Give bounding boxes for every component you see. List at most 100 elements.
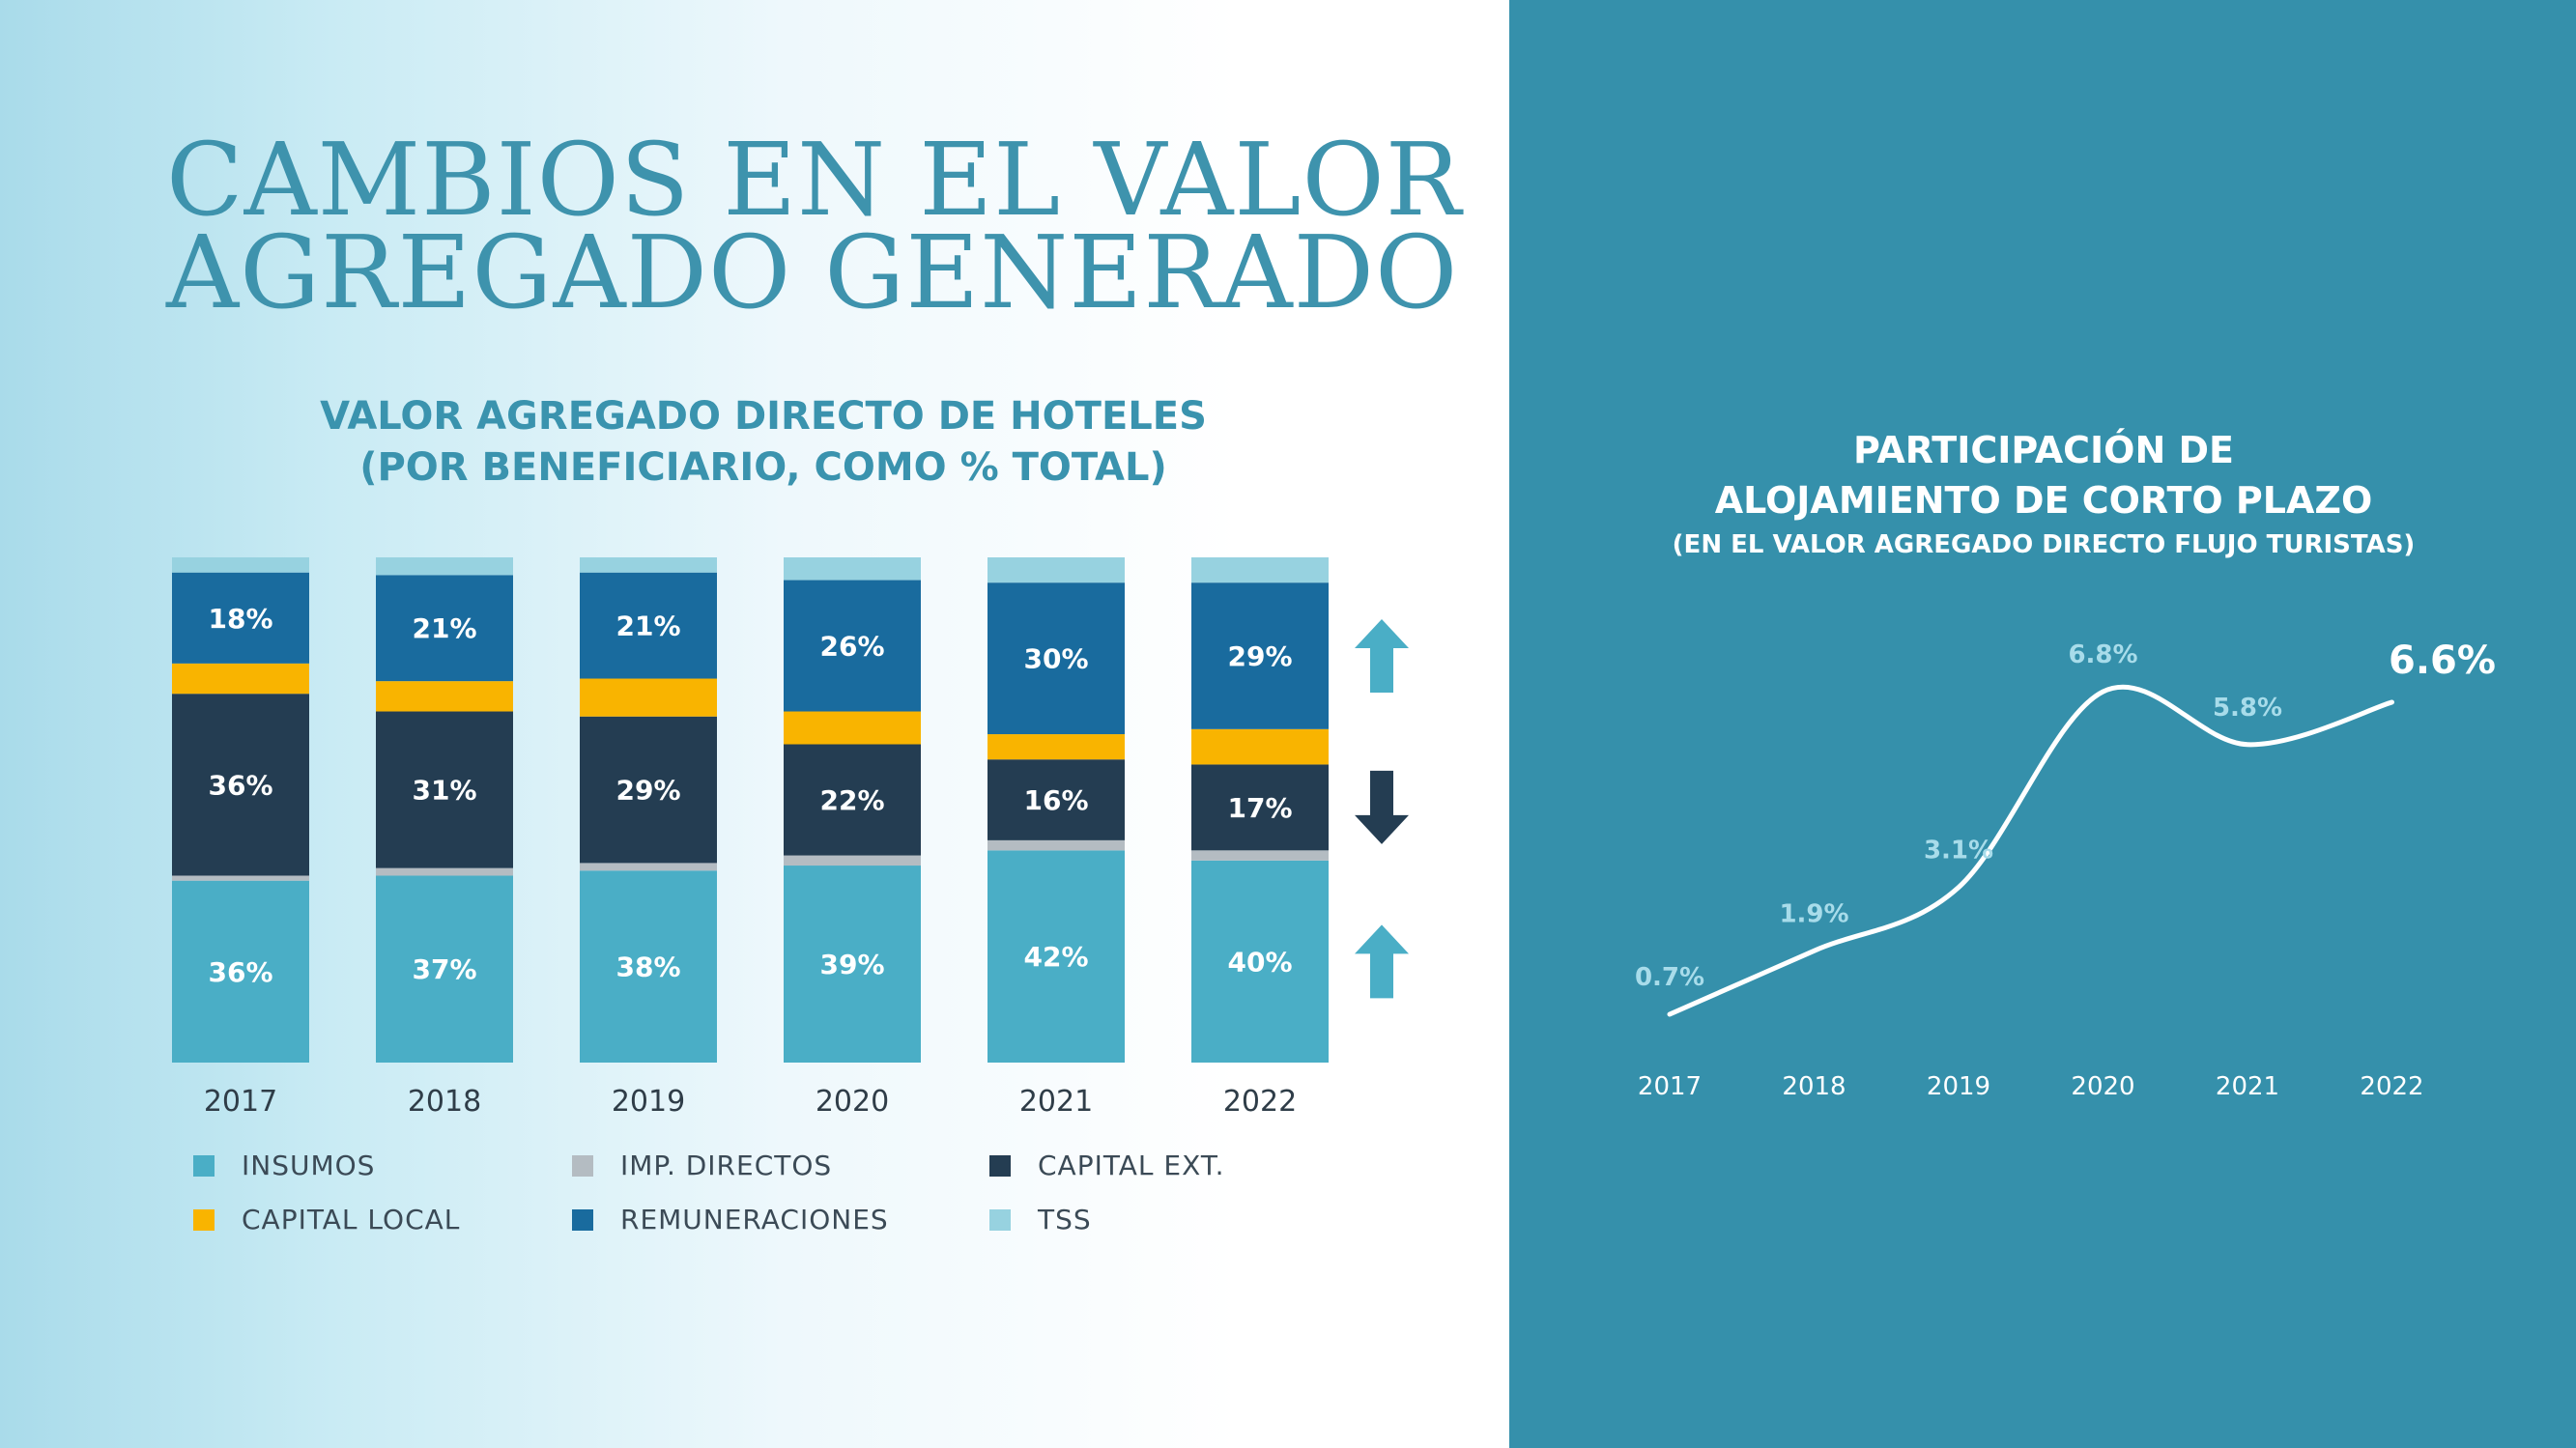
legend-item-imp-directos: IMP. DIRECTOS — [572, 1150, 832, 1181]
bar-label-insumos-2017: 36% — [208, 956, 272, 988]
bar-label-remuneraciones-2017: 18% — [208, 603, 272, 635]
bar-segment-tss-2021 — [987, 557, 1125, 583]
line-data-label-2017: 0.7% — [1635, 963, 1704, 992]
legend-label-capital-ext: CAPITAL EXT. — [1038, 1150, 1225, 1181]
bar-label-remuneraciones-2020: 26% — [819, 631, 884, 663]
bar-label-remuneraciones-2021: 30% — [1023, 643, 1088, 675]
page-title: CAMBIOS EN EL VALOR AGREGADO GENERADO — [166, 121, 1463, 331]
line-data-label-2019: 3.1% — [1924, 837, 1993, 866]
line-data-label-2018: 1.9% — [1779, 899, 1848, 928]
legend-item-insumos: INSUMOS — [193, 1150, 375, 1181]
bar-label-insumos-2022: 40% — [1227, 946, 1292, 978]
line-chart-title-line-2: ALOJAMIENTO DE CORTO PLAZO — [1714, 479, 2373, 522]
legend-item-capital-ext: CAPITAL EXT. — [989, 1150, 1225, 1181]
right-panel — [1509, 0, 2576, 1448]
bar-chart-title: VALOR AGREGADO DIRECTO DE HOTELES (POR B… — [174, 391, 1353, 494]
legend-label-imp-directos: IMP. DIRECTOS — [620, 1150, 833, 1181]
bar-label-capital-ext-2020: 22% — [819, 784, 884, 816]
bar-segment-capital-local-2019 — [580, 678, 717, 717]
bar-segment-capital-local-2022 — [1191, 728, 1329, 765]
bar-label-insumos-2020: 39% — [819, 949, 884, 980]
bar-segment-tss-2018 — [376, 557, 513, 576]
bar-label-capital-ext-2021: 16% — [1023, 784, 1088, 816]
legend-swatch-remuneraciones — [572, 1208, 593, 1231]
bar-segment-tss-2019 — [580, 557, 717, 573]
legend-label-capital-local: CAPITAL LOCAL — [242, 1204, 461, 1235]
x-tick-label-2021: 2021 — [1019, 1085, 1093, 1119]
bar-chart-subtitle: (POR BENEFICIARIO, COMO % TOTAL) — [359, 445, 1167, 490]
bar-segment-capital-ext-2018 — [376, 711, 513, 868]
legend-swatch-tss — [989, 1208, 1011, 1231]
legend-swatch-imp-directos — [572, 1154, 593, 1177]
legend-item-tss: TSS — [989, 1204, 1092, 1235]
line-x-tick-label-2021: 2021 — [2216, 1072, 2279, 1101]
bar-segment-capital-ext-2017 — [172, 694, 309, 876]
bar-segment-capital-ext-2021 — [987, 759, 1125, 840]
line-data-label-2021: 5.8% — [2213, 694, 2282, 723]
line-data-label-2020: 6.8% — [2068, 640, 2137, 669]
line-chart-title-line-1: PARTICIPACIÓN DE — [1852, 429, 2235, 471]
line-series-path — [1667, 684, 2394, 1017]
bar-segment-insumos-2019 — [580, 870, 717, 1063]
line-x-tick-label-2018: 2018 — [1782, 1072, 1846, 1101]
page-title-line-2: AGREGADO GENERADO — [166, 213, 1459, 331]
bar-segment-insumos-2021 — [987, 850, 1125, 1063]
bar-segment-imp-directos-2020 — [784, 855, 921, 866]
legend-swatch-insumos — [193, 1154, 215, 1177]
bar-segment-insumos-2017 — [172, 880, 309, 1063]
line-x-tick-label-2020: 2020 — [2071, 1072, 2134, 1101]
bar-label-capital-ext-2017: 36% — [208, 769, 272, 801]
legend-item-capital-local: CAPITAL LOCAL — [193, 1204, 460, 1235]
bar-segment-capital-ext-2020 — [784, 744, 921, 856]
line-x-tick-label-2022: 2022 — [2360, 1072, 2423, 1101]
bar-label-remuneraciones-2022: 29% — [1227, 640, 1292, 672]
bar-segment-imp-directos-2018 — [376, 867, 513, 876]
bar-label-remuneraciones-2018: 21% — [412, 612, 476, 644]
legend-swatch-capital-local — [193, 1208, 215, 1231]
x-tick-label-2018: 2018 — [408, 1085, 481, 1119]
bar-label-insumos-2019: 38% — [615, 951, 680, 983]
trend-arrow-up-insumos-icon — [1355, 924, 1409, 999]
legend-label-remuneraciones: REMUNERACIONES — [620, 1204, 889, 1235]
page-title-line-1: CAMBIOS EN EL VALOR — [166, 121, 1463, 239]
x-tick-label-2019: 2019 — [612, 1085, 685, 1119]
legend-item-remuneraciones: REMUNERACIONES — [572, 1204, 889, 1235]
bar-segment-insumos-2020 — [784, 866, 921, 1063]
bar-chart-legend: INSUMOS IMP. DIRECTOS CAPITAL EXT. CAPITAL … — [193, 1150, 1353, 1265]
line-x-tick-label-2017: 2017 — [1638, 1072, 1702, 1101]
bar-segment-capital-ext-2019 — [580, 716, 717, 864]
legend-swatch-capital-ext — [989, 1154, 1011, 1177]
bar-segment-insumos-2022 — [1191, 860, 1329, 1063]
bar-segment-remuneraciones-2020 — [784, 580, 921, 712]
bar-segment-insumos-2018 — [376, 875, 513, 1063]
x-tick-label-2022: 2022 — [1223, 1085, 1297, 1119]
line-chart: 0.7% 1.9% 3.1% 6.8% 5.8% 6.6% 2017 2018 2019 2020… — [1635, 639, 2496, 1101]
bar-segment-capital-local-2017 — [172, 663, 309, 695]
bar-chart-title-main: VALOR AGREGADO DIRECTO DE HOTELES — [320, 394, 1207, 439]
bar-segment-remuneraciones-2021 — [987, 582, 1125, 735]
bar-label-capital-ext-2019: 29% — [615, 775, 680, 807]
bar-segment-imp-directos-2022 — [1191, 850, 1329, 861]
line-x-tick-label-2019: 2019 — [1927, 1072, 1990, 1101]
bar-segment-capital-local-2018 — [376, 681, 513, 712]
line-chart-title: PARTICIPACIÓN DE ALOJAMIENTO DE CORTO PL… — [1585, 425, 2503, 564]
line-chart-subtitle: (EN EL VALOR AGREGADO DIRECTO FLUJO TURI… — [1672, 530, 2416, 559]
left-panel: CAMBIOS EN EL VALOR AGREGADO GENERADO VA… — [0, 0, 1509, 1448]
legend-label-insumos: INSUMOS — [242, 1150, 376, 1181]
bar-label-insumos-2018: 37% — [412, 953, 476, 985]
bar-segment-imp-directos-2019 — [580, 863, 717, 871]
trend-arrow-up-remuneraciones-icon — [1355, 618, 1409, 693]
bar-segment-tss-2017 — [172, 557, 309, 573]
bar-label-insumos-2021: 42% — [1023, 941, 1088, 973]
line-data-label-2022: 6.6% — [2389, 639, 2496, 683]
bar-segment-capital-local-2020 — [784, 711, 921, 745]
bar-segment-remuneraciones-2017 — [172, 572, 309, 664]
bar-label-capital-ext-2022: 17% — [1227, 792, 1292, 824]
bar-segment-imp-directos-2017 — [172, 875, 309, 881]
bar-segment-capital-local-2021 — [987, 734, 1125, 760]
x-tick-label-2017: 2017 — [204, 1085, 277, 1119]
stacked-bar-chart: 36% 36% 18% 2017 37% 31% 21% 2018 38% 29% 21% 2019 3… — [172, 557, 1409, 1119]
bar-segment-tss-2020 — [784, 557, 921, 581]
x-tick-label-2020: 2020 — [816, 1085, 889, 1119]
legend-label-tss: TSS — [1038, 1204, 1092, 1235]
